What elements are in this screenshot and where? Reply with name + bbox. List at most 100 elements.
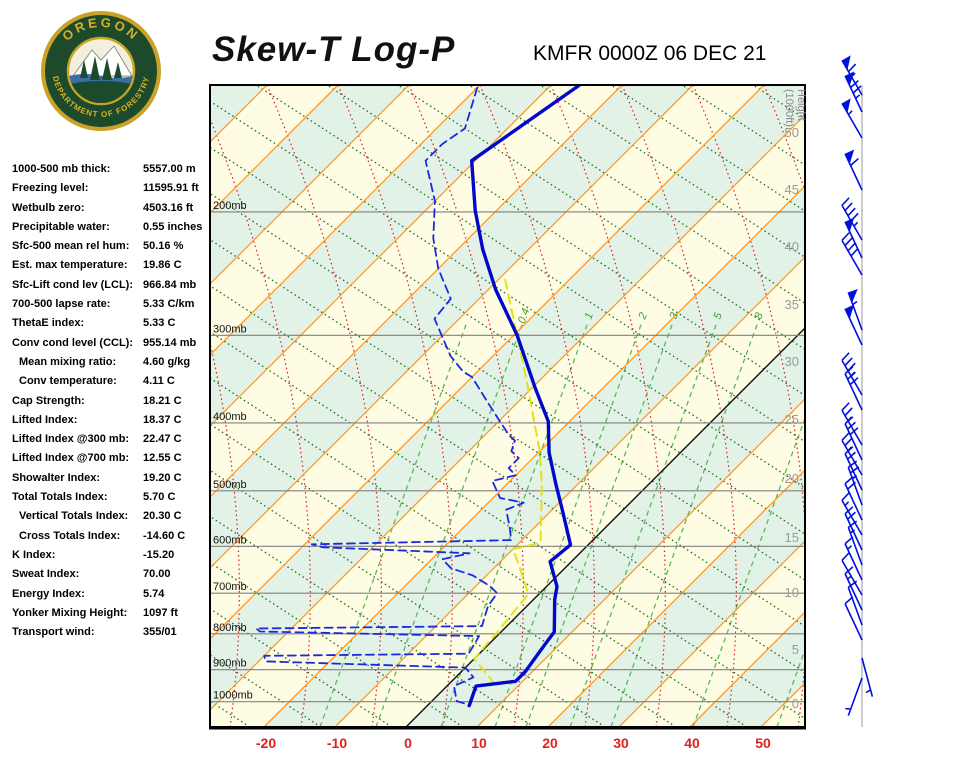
wind-barb [844, 217, 863, 259]
stat-row: Lifted Index @300 mb: 22.47 C [12, 431, 212, 450]
stat-value: 50.16 % [143, 240, 184, 253]
stat-label: Mean mixing ratio: [19, 355, 117, 368]
zero-isotherm [405, 327, 805, 727]
stat-value: 966.84 mb [143, 278, 197, 291]
stat-value: 5557.00 m [143, 163, 196, 175]
stat-value: 5.70 C [143, 491, 176, 504]
stat-label: 700-500 lapse rate: [12, 298, 111, 311]
temp-tick-label: 50 [755, 735, 771, 751]
height-tick-label: 45 [785, 182, 799, 197]
stat-value: 18.37 C [143, 413, 182, 426]
wind-barb [841, 492, 863, 536]
stat-label: Vertical Totals Index: [19, 510, 129, 523]
stat-label: Sweat Index: [12, 568, 80, 581]
temp-tick-label: 10 [471, 735, 487, 751]
stat-label: Precipitable water: [12, 220, 110, 233]
stat-label: Est. max temperature: [12, 259, 128, 272]
stat-row: 700-500 lapse rate: 5.33 C/km [12, 296, 212, 315]
mixing-ratio-label: 8 [752, 310, 766, 321]
stat-label: Conv temperature: [19, 375, 117, 388]
stat-row: Total Totals Index: 5.70 C [12, 489, 212, 508]
wind-barb [845, 677, 863, 716]
temp-tick-label: -20 [256, 735, 276, 751]
stat-row: Showalter Index: 19.20 C [12, 470, 212, 489]
wind-barb [844, 506, 863, 551]
wind-barb [844, 416, 863, 461]
stat-value: 19.86 C [143, 259, 182, 272]
stat-value: 4503.16 ft [143, 201, 194, 214]
stat-label: Lifted Index @300 mb: [12, 433, 130, 446]
stat-label: Freezing level: [12, 182, 89, 195]
station-id: KMFR 0000Z 06 DEC 21 [533, 42, 767, 65]
stat-label: Lifted Index: [12, 413, 78, 426]
pressure-label: 300mb [213, 323, 247, 335]
pressure-label: 400mb [213, 411, 247, 423]
temp-band [832, 85, 960, 727]
stat-label: Yonker Mixing Height: [12, 606, 128, 619]
stat-row: Wetbulb zero: 4503.16 ft [12, 200, 212, 219]
stat-label: Wetbulb zero: [12, 201, 85, 214]
height-tick-label: 40 [785, 239, 799, 254]
stat-label: Cross Totals Index: [19, 529, 121, 542]
stat-row: Sfc-500 mean rel hum: 50.16 % [12, 238, 212, 257]
wind-barb [847, 288, 863, 331]
pressure-label: 900mb [213, 658, 247, 670]
temp-tick-label: 40 [684, 735, 700, 751]
wind-barb [847, 460, 863, 506]
seal-scene [69, 45, 133, 103]
stat-row: ThetaE index: 5.33 C [12, 315, 212, 334]
temperature-profile [467, 85, 581, 708]
stat-label: Cap Strength: [12, 394, 85, 407]
stat-row: Est. max temperature: 19.86 C [12, 257, 212, 276]
stat-row: Sweat Index: 70.00 [12, 566, 212, 585]
stat-value: 5.33 C [143, 317, 176, 330]
skewt-lattice [0, 85, 960, 727]
wind-barb [844, 149, 863, 191]
height-tick-label: 10 [785, 585, 799, 600]
stat-value: -15.20 [143, 548, 175, 561]
pressure-lines [210, 211, 805, 703]
temp-band [0, 85, 196, 727]
page-title: Skew-T Log-P [212, 30, 456, 69]
stat-row: Cap Strength: 18.21 C [12, 393, 212, 412]
height-tick-label: 50 [785, 125, 799, 140]
mixing-ratio-label: 5 [711, 310, 725, 321]
pressure-label: 700mb [213, 581, 247, 593]
isotherms [210, 85, 805, 727]
stat-row: Freezing level: 11595.91 ft [12, 180, 212, 199]
height-axis-title: Height [795, 89, 807, 121]
stat-value: 4.60 g/kg [143, 355, 191, 368]
height-tick-label: 35 [785, 297, 799, 312]
height-tick-label: 0 [792, 696, 799, 711]
mixing-ratio-label: 2 [636, 311, 650, 322]
dry-adiabats [210, 85, 805, 727]
temp-tick-label: 30 [613, 735, 629, 751]
stat-label: K Index: [12, 548, 56, 561]
stat-label: Conv cond level (CCL): [12, 336, 134, 349]
temp-band [210, 115, 805, 727]
stat-row: Conv temperature: 4.11 C [12, 373, 212, 392]
stat-value: 22.47 C [143, 433, 182, 446]
stat-value: 5.74 [143, 587, 165, 600]
temp-tick-label: 20 [542, 735, 558, 751]
mixing-ratio-label: 1 [582, 311, 595, 321]
wind-barb [841, 232, 863, 276]
stat-row: Yonker Mixing Height: 1097 ft [12, 605, 212, 624]
pressure-label: 800mb [213, 622, 247, 634]
height-tick-label: 20 [785, 471, 799, 486]
stat-value: 70.00 [143, 568, 171, 581]
stat-label: Lifted Index @700 mb: [12, 452, 130, 465]
odf-logo: OREGON DEPARTMENT OF FORESTRY [40, 10, 162, 132]
stat-row: Lifted Index @700 mb: 12.55 C [12, 450, 212, 469]
wind-barb [844, 566, 863, 611]
stat-row: Vertical Totals Index: 20.30 C [12, 508, 212, 527]
wind-barb [841, 552, 863, 596]
stat-label: Sfc-Lift cond lev (LCL): [12, 278, 133, 291]
stat-row: K Index: -15.20 [12, 547, 212, 566]
stat-value: 12.55 C [143, 452, 182, 465]
wind-barb [847, 580, 863, 626]
wind-barb [844, 536, 863, 581]
stat-value: 11595.91 ft [143, 182, 199, 195]
height-tick-label: 5 [792, 642, 799, 657]
